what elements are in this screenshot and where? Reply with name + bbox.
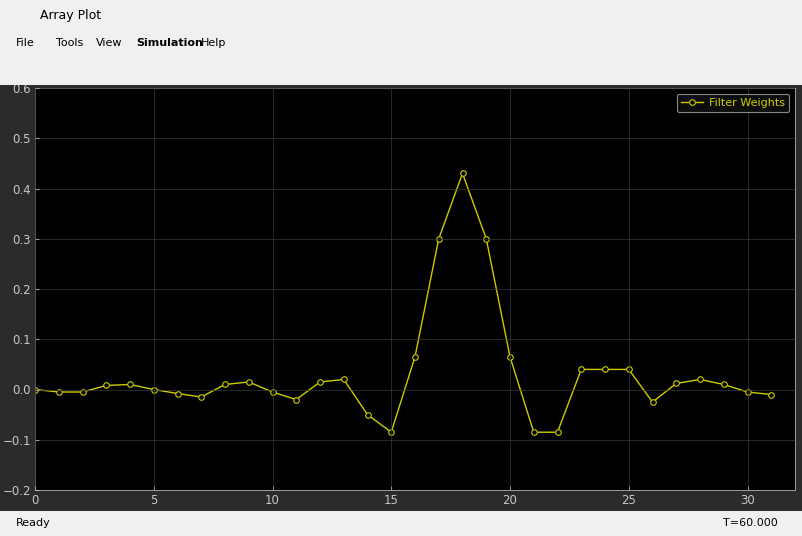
Filter Weights — [671, 380, 681, 386]
Filter Weights — [624, 366, 634, 373]
Filter Weights — [221, 381, 230, 388]
Filter Weights — [387, 429, 396, 435]
Filter Weights — [743, 389, 752, 395]
Text: Array Plot: Array Plot — [40, 9, 101, 21]
Filter Weights — [101, 382, 111, 389]
Filter Weights — [719, 381, 728, 388]
Text: T=60.000: T=60.000 — [723, 518, 778, 528]
Filter Weights — [291, 396, 301, 403]
Filter Weights — [529, 429, 539, 435]
Filter Weights — [30, 386, 40, 393]
Filter Weights — [125, 381, 135, 388]
Filter Weights — [339, 376, 349, 383]
Filter Weights — [767, 391, 776, 398]
Filter Weights — [149, 386, 159, 393]
Filter Weights — [600, 366, 610, 373]
Filter Weights — [363, 412, 372, 418]
Filter Weights — [78, 389, 87, 395]
Filter Weights — [648, 399, 658, 405]
Filter Weights — [553, 429, 562, 435]
Legend: Filter Weights: Filter Weights — [677, 94, 789, 113]
Filter Weights — [695, 376, 705, 383]
Filter Weights — [458, 170, 468, 177]
Filter Weights — [196, 394, 206, 400]
Filter Weights — [172, 390, 182, 397]
Filter Weights — [481, 235, 491, 242]
Text: Help: Help — [200, 38, 226, 48]
Filter Weights — [315, 379, 325, 385]
Filter Weights — [505, 354, 515, 360]
X-axis label: Number of Weights: Number of Weights — [354, 513, 476, 526]
Filter Weights — [410, 354, 419, 360]
Filter Weights — [244, 379, 253, 385]
Text: Tools: Tools — [56, 38, 83, 48]
Text: View: View — [96, 38, 123, 48]
Filter Weights — [434, 235, 444, 242]
Filter Weights — [54, 389, 63, 395]
Filter Weights — [577, 366, 586, 373]
Text: Ready: Ready — [16, 518, 51, 528]
Text: Simulation: Simulation — [136, 38, 203, 48]
Filter Weights — [268, 389, 277, 395]
Text: File: File — [16, 38, 34, 48]
Title: Filter Weights: Filter Weights — [368, 71, 462, 85]
Line: Filter Weights: Filter Weights — [32, 170, 774, 435]
